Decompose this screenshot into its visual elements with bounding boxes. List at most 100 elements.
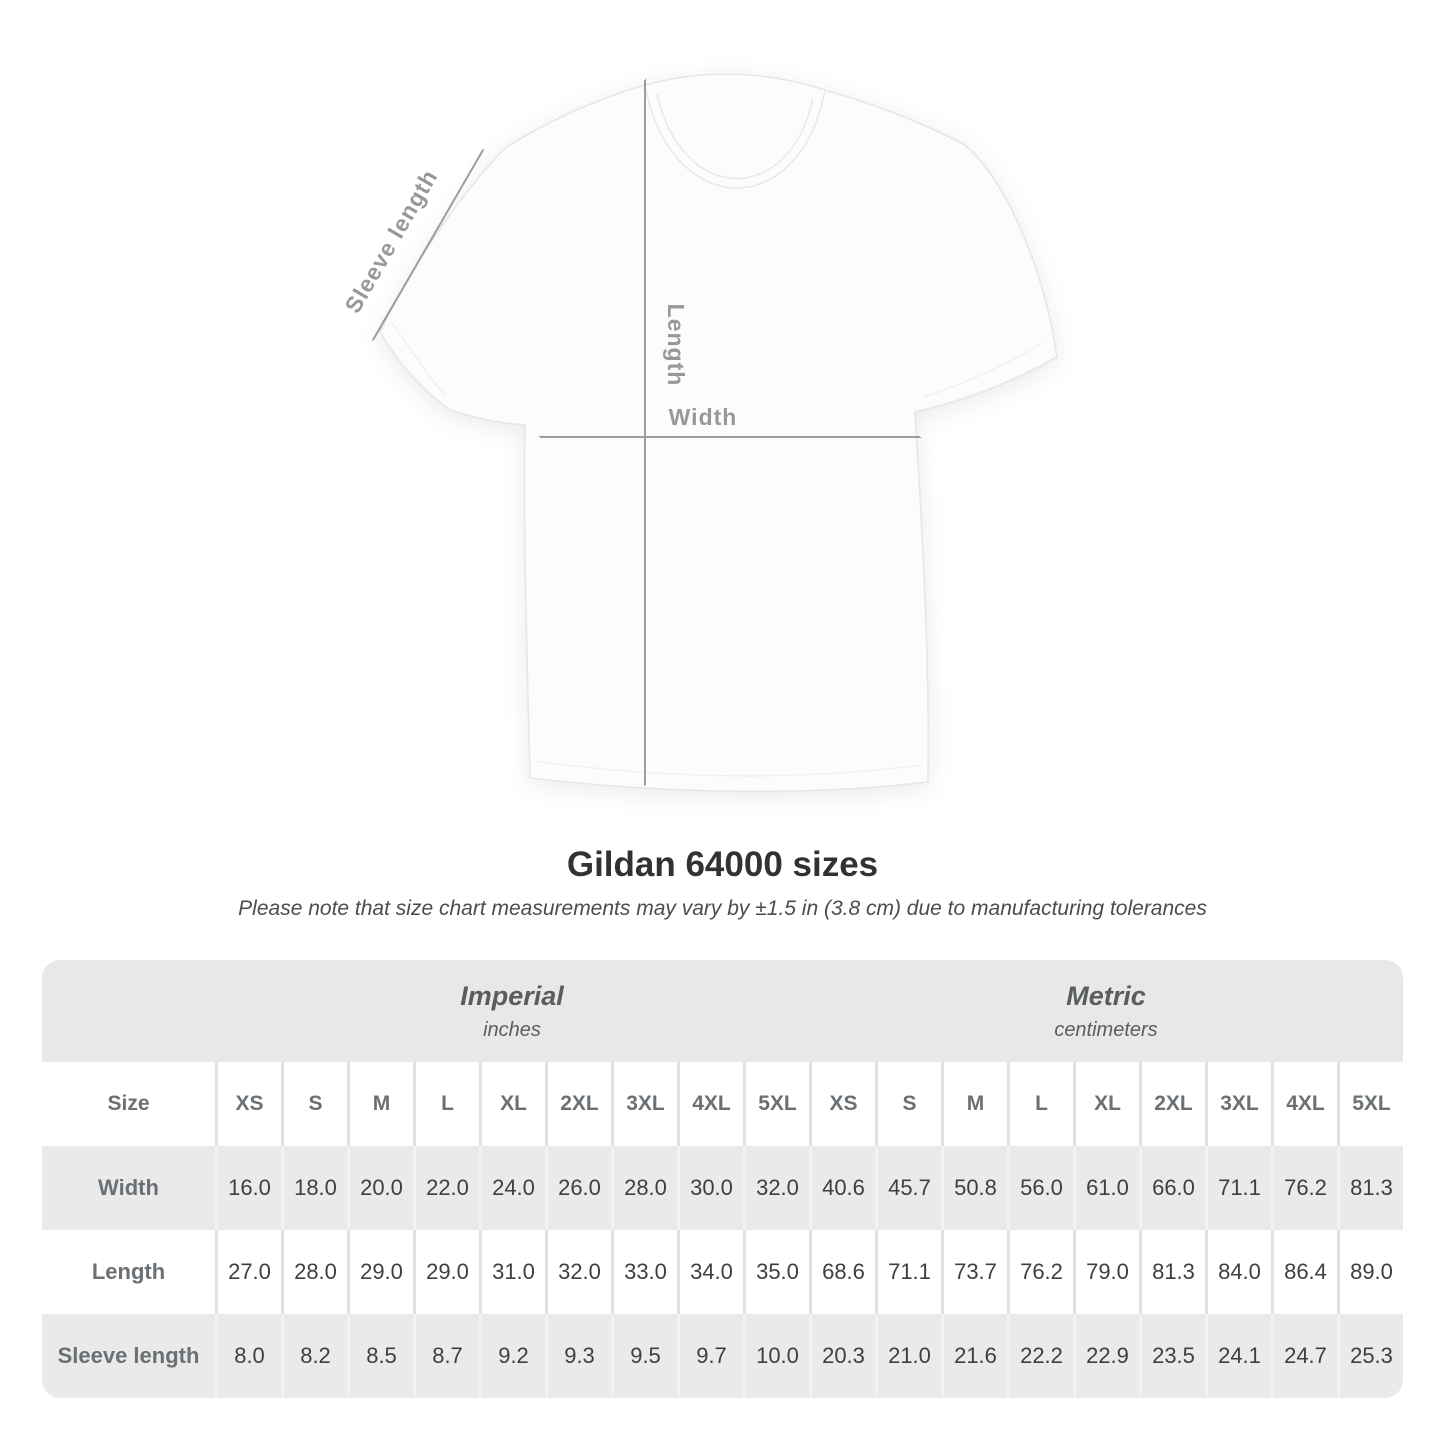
value-cell: 79.0 bbox=[1073, 1230, 1139, 1314]
row-label: Sleeve length bbox=[57, 1343, 200, 1368]
value-cell: 33.0 bbox=[611, 1230, 677, 1314]
value-cell: 9.7 bbox=[677, 1314, 743, 1398]
row-label: Size bbox=[107, 1092, 150, 1115]
size-col-header: 5XL bbox=[1337, 1062, 1403, 1146]
value-cell: 21.6 bbox=[941, 1314, 1007, 1398]
value-cell: 50.8 bbox=[941, 1146, 1007, 1230]
row-label: Length bbox=[91, 1259, 166, 1284]
value-cell: 24.0 bbox=[479, 1146, 545, 1230]
row-label: Width bbox=[98, 1175, 159, 1200]
value-cell: 89.0 bbox=[1337, 1230, 1403, 1314]
size-col-header: 2XL bbox=[545, 1062, 611, 1146]
value-cell: 8.0 bbox=[215, 1314, 281, 1398]
size-table: Imperial inches Metric centimeters Size X… bbox=[42, 960, 1403, 1398]
value-cell: 18.0 bbox=[281, 1146, 347, 1230]
value-cell: 34.0 bbox=[677, 1230, 743, 1314]
length-label: Length bbox=[663, 304, 689, 387]
value-cell: 66.0 bbox=[1139, 1146, 1205, 1230]
value-cell: 81.3 bbox=[1139, 1230, 1205, 1314]
value-cell: 71.1 bbox=[1205, 1146, 1271, 1230]
value-cell: 76.2 bbox=[1271, 1146, 1337, 1230]
right-sleeve-stitch-line bbox=[923, 342, 1043, 398]
metric-label: Metric bbox=[1066, 980, 1146, 1011]
value-cell: 32.0 bbox=[545, 1230, 611, 1314]
value-cell: 20.0 bbox=[347, 1146, 413, 1230]
size-col-header: S bbox=[281, 1062, 347, 1146]
collar-outer-line bbox=[644, 84, 826, 189]
value-cell: 76.2 bbox=[1007, 1230, 1073, 1314]
value-cell: 29.0 bbox=[347, 1230, 413, 1314]
value-cell: 24.7 bbox=[1271, 1314, 1337, 1398]
value-cell: 68.6 bbox=[809, 1230, 875, 1314]
value-cell: 81.3 bbox=[1337, 1146, 1403, 1230]
value-cell: 45.7 bbox=[875, 1146, 941, 1230]
size-col-header: XL bbox=[1073, 1062, 1139, 1146]
value-cell: 32.0 bbox=[743, 1146, 809, 1230]
value-cell: 8.2 bbox=[281, 1314, 347, 1398]
size-col-header: M bbox=[347, 1062, 413, 1146]
value-cell: 56.0 bbox=[1007, 1146, 1073, 1230]
value-cell: 29.0 bbox=[413, 1230, 479, 1314]
imperial-label: Imperial bbox=[460, 980, 564, 1011]
size-col-header: XS bbox=[809, 1062, 875, 1146]
metric-unit: centimeters bbox=[1054, 1018, 1158, 1041]
value-cell: 27.0 bbox=[215, 1230, 281, 1314]
value-cell: 26.0 bbox=[545, 1146, 611, 1230]
size-col-header: 4XL bbox=[677, 1062, 743, 1146]
size-col-header: M bbox=[941, 1062, 1007, 1146]
value-cell: 71.1 bbox=[875, 1230, 941, 1314]
size-table-body: Size XS S M L XL 2XL 3XL 4XL 5XL XS S M L XL 2XL 3XL 4XL 5… bbox=[42, 1062, 1403, 1398]
size-col-header: XS bbox=[215, 1062, 281, 1146]
table-row: Width 16.0 18.0 20.0 22.0 24.0 26.0 28.0 30.0 32.… bbox=[42, 1146, 1403, 1230]
value-cell: 31.0 bbox=[479, 1230, 545, 1314]
size-col-header: L bbox=[1007, 1062, 1073, 1146]
value-cell: 40.6 bbox=[809, 1146, 875, 1230]
width-label: Width bbox=[669, 404, 738, 430]
tshirt-diagram: Width Length Sleeve length bbox=[339, 73, 1058, 793]
collar-inner-line bbox=[656, 93, 814, 180]
value-cell: 73.7 bbox=[941, 1230, 1007, 1314]
imperial-unit: inches bbox=[483, 1018, 541, 1041]
value-cell: 22.9 bbox=[1073, 1314, 1139, 1398]
size-col-header: 4XL bbox=[1271, 1062, 1337, 1146]
value-cell: 9.2 bbox=[479, 1314, 545, 1398]
size-col-header: L bbox=[413, 1062, 479, 1146]
value-cell: 28.0 bbox=[281, 1230, 347, 1314]
hem-stitch-line bbox=[535, 760, 923, 777]
value-cell: 86.4 bbox=[1271, 1230, 1337, 1314]
value-cell: 24.1 bbox=[1205, 1314, 1271, 1398]
sleeve-length-arrow bbox=[373, 150, 483, 340]
tolerance-note: Please note that size chart measurements… bbox=[238, 897, 1207, 920]
value-cell: 21.0 bbox=[875, 1314, 941, 1398]
unit-header-band: Imperial inches Metric centimeters bbox=[42, 960, 1403, 1062]
size-col-header: 2XL bbox=[1139, 1062, 1205, 1146]
value-cell: 28.0 bbox=[611, 1146, 677, 1230]
tshirt-illustration bbox=[379, 73, 1058, 793]
value-cell: 61.0 bbox=[1073, 1146, 1139, 1230]
value-cell: 8.7 bbox=[413, 1314, 479, 1398]
imperial-header: Imperial inches bbox=[215, 960, 809, 1062]
value-cell: 25.3 bbox=[1337, 1314, 1403, 1398]
value-cell: 9.3 bbox=[545, 1314, 611, 1398]
table-row: Length 27.0 28.0 29.0 29.0 31.0 32.0 33.0 34.0 35… bbox=[42, 1230, 1403, 1314]
size-col-header: 3XL bbox=[611, 1062, 677, 1146]
value-cell: 10.0 bbox=[743, 1314, 809, 1398]
value-cell: 30.0 bbox=[677, 1146, 743, 1230]
value-cell: 84.0 bbox=[1205, 1230, 1271, 1314]
size-col-header: XL bbox=[479, 1062, 545, 1146]
value-cell: 20.3 bbox=[809, 1314, 875, 1398]
value-cell: 35.0 bbox=[743, 1230, 809, 1314]
value-cell: 23.5 bbox=[1139, 1314, 1205, 1398]
size-col-header: S bbox=[875, 1062, 941, 1146]
page-title: Gildan 64000 sizes bbox=[566, 845, 879, 884]
value-cell: 22.2 bbox=[1007, 1314, 1073, 1398]
table-row: Size XS S M L XL 2XL 3XL 4XL 5XL XS S M L XL 2XL 3XL 4XL 5… bbox=[42, 1062, 1403, 1146]
value-cell: 22.0 bbox=[413, 1146, 479, 1230]
size-col-header: 5XL bbox=[743, 1062, 809, 1146]
metric-header: Metric centimeters bbox=[809, 960, 1403, 1062]
size-col-header: 3XL bbox=[1205, 1062, 1271, 1146]
chart-header: Gildan 64000 sizes Please note that size… bbox=[0, 845, 1445, 921]
value-cell: 9.5 bbox=[611, 1314, 677, 1398]
value-cell: 8.5 bbox=[347, 1314, 413, 1398]
